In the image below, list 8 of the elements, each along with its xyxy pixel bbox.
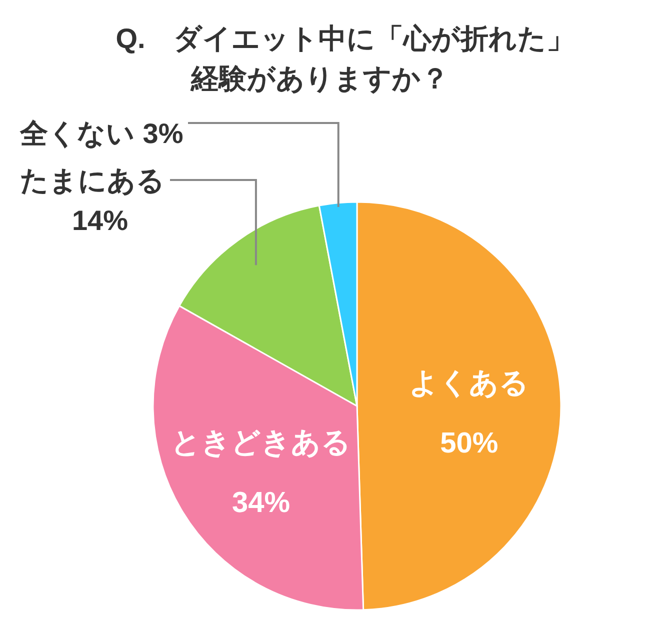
chart-title: Q. ダイエット中に「心が折れた」経験がありますか？: [116, 23, 574, 94]
slice-label: よくある: [409, 367, 530, 400]
slice-label: ときどきある: [171, 427, 352, 460]
slice-label: 全くない 3%: [19, 118, 184, 149]
data-label: 50%: [440, 427, 498, 460]
data-label: 14%: [72, 205, 128, 236]
slice-label: たまにある: [20, 165, 165, 196]
data-label: 34%: [232, 487, 290, 520]
